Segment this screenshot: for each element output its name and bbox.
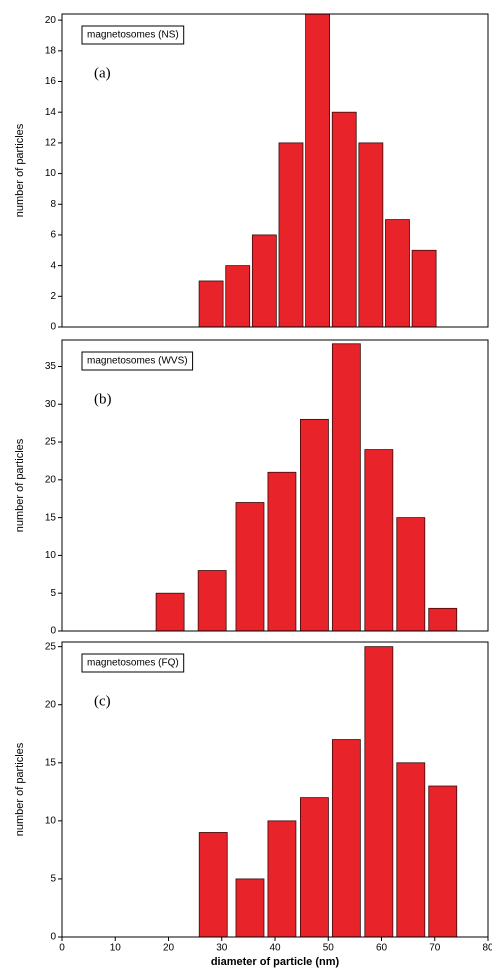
bar	[331, 739, 361, 937]
legend-box	[81, 25, 185, 45]
x-tick-label: 40	[269, 943, 281, 954]
bar	[428, 785, 458, 937]
y-tick-label: 20	[45, 699, 57, 710]
bar	[235, 878, 265, 937]
y-tick-label: 15	[45, 757, 57, 768]
x-tick-label: 0	[59, 943, 65, 954]
y-tick-label: 10	[45, 550, 57, 561]
bar	[305, 14, 331, 327]
y-tick-label: 15	[45, 512, 57, 523]
bar	[197, 570, 227, 631]
y-tick-label: 0	[50, 322, 56, 333]
plot-area	[198, 646, 458, 937]
y-axis-label: number of particles	[14, 742, 26, 836]
x-tick-label: 30	[216, 943, 228, 954]
bar	[267, 820, 297, 937]
y-tick-label: 8	[50, 199, 56, 210]
bar	[364, 646, 394, 937]
y-tick-label: 35	[45, 361, 57, 372]
y-tick-label: 25	[45, 437, 57, 448]
panel-label: (c)	[94, 693, 111, 709]
y-axis-label: number of particles	[14, 438, 26, 532]
bar	[396, 517, 426, 631]
x-axis-label: diameter of particle (nm)	[211, 956, 340, 968]
legend-box	[81, 653, 185, 673]
bar	[385, 219, 410, 327]
bar	[267, 471, 297, 631]
y-tick-label: 5	[50, 588, 56, 599]
bar	[278, 142, 304, 327]
bar	[358, 142, 384, 327]
bar	[251, 234, 277, 327]
y-tick-label: 10	[45, 815, 57, 826]
y-tick-label: 20	[45, 15, 57, 26]
x-tick-label: 10	[110, 943, 122, 954]
bar	[155, 592, 185, 631]
bar	[198, 280, 224, 327]
y-tick-label: 25	[45, 641, 57, 652]
bar	[364, 449, 394, 631]
bar	[428, 607, 458, 631]
x-tick-label: 20	[163, 943, 175, 954]
bar	[225, 265, 251, 327]
y-tick-label: 30	[45, 399, 57, 410]
bar	[300, 418, 329, 631]
legend-label: magnetosomes (NS)	[87, 30, 179, 41]
y-tick-label: 0	[50, 626, 56, 637]
bar	[331, 111, 357, 327]
plot-area	[155, 343, 458, 631]
legend-label: magnetosomes (FQ)	[87, 658, 179, 669]
y-tick-label: 16	[45, 76, 57, 87]
y-tick-label: 4	[50, 260, 56, 271]
legend-label: magnetosomes (WVS)	[87, 356, 188, 367]
y-axis-label: number of particles	[14, 123, 26, 217]
legend-box	[81, 351, 194, 371]
y-tick-label: 0	[50, 932, 56, 943]
bar	[198, 832, 228, 937]
panel-label: (b)	[94, 391, 112, 407]
x-tick-label: 50	[323, 943, 335, 954]
bar	[411, 249, 437, 327]
bar	[235, 502, 265, 631]
x-tick-label: 70	[429, 943, 441, 954]
x-tick-label: 80	[482, 943, 492, 954]
bar	[396, 762, 426, 937]
plot-frame	[61, 13, 489, 328]
y-tick-label: 20	[45, 474, 57, 485]
y-tick-label: 12	[45, 138, 57, 149]
bar	[331, 343, 361, 631]
bar	[300, 797, 329, 937]
plot-frame	[61, 339, 489, 632]
y-tick-label: 6	[50, 230, 56, 241]
y-tick-label: 14	[45, 107, 57, 118]
y-tick-label: 18	[45, 45, 57, 56]
y-tick-label: 2	[50, 291, 56, 302]
x-tick-label: 60	[376, 943, 388, 954]
plot-area	[198, 14, 437, 327]
y-tick-label: 10	[45, 168, 57, 179]
panel-label: (a)	[94, 65, 111, 81]
y-tick-label: 5	[50, 874, 56, 885]
